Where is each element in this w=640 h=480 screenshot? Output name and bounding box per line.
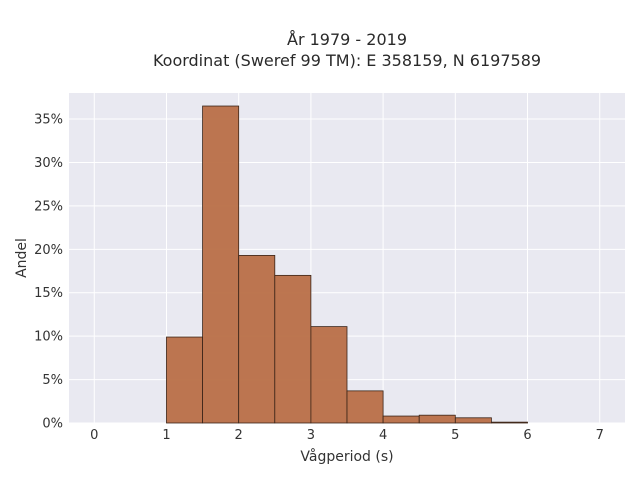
chart-subtitle: Koordinat (Sweref 99 TM): E 358159, N 61… (153, 51, 541, 70)
y-tick-label: 30% (34, 156, 63, 171)
x-tick-label: 1 (162, 428, 170, 443)
x-tick-label: 2 (235, 428, 243, 443)
histogram-bar (202, 105, 240, 424)
histogram-bar (310, 326, 348, 424)
y-tick-label: 15% (34, 286, 63, 301)
y-axis-label: Andel (14, 238, 30, 278)
histogram-bar (238, 254, 276, 424)
y-tick-label: 0% (42, 417, 63, 432)
histogram-bar (418, 414, 456, 424)
x-tick-label: 5 (451, 428, 459, 443)
y-tick-label: 25% (34, 199, 63, 214)
x-tick-label: 3 (307, 428, 315, 443)
chart-title: År 1979 - 2019 (287, 30, 407, 49)
x-tick-label: 4 (379, 428, 387, 443)
x-axis-label: Vågperiod (s) (300, 448, 393, 465)
x-tick-label: 7 (596, 428, 604, 443)
histogram-bar (454, 417, 492, 424)
x-tick-label: 0 (90, 428, 98, 443)
plot-area: 0 1 2 3 4 5 6 7 0% 5% 10% 15% 20% 25% 30% 35% (34, 93, 625, 443)
y-tick-label: 35% (34, 113, 63, 128)
histogram-bar (166, 336, 203, 424)
y-tick-label: 5% (42, 373, 63, 388)
histogram-bar (382, 415, 420, 424)
histogram-bar (491, 421, 528, 424)
histogram-bar (346, 390, 384, 424)
histogram-bar (274, 274, 312, 424)
y-tick-label: 10% (34, 330, 63, 345)
y-tick-label: 20% (34, 243, 63, 258)
x-tick-label: 6 (523, 428, 531, 443)
